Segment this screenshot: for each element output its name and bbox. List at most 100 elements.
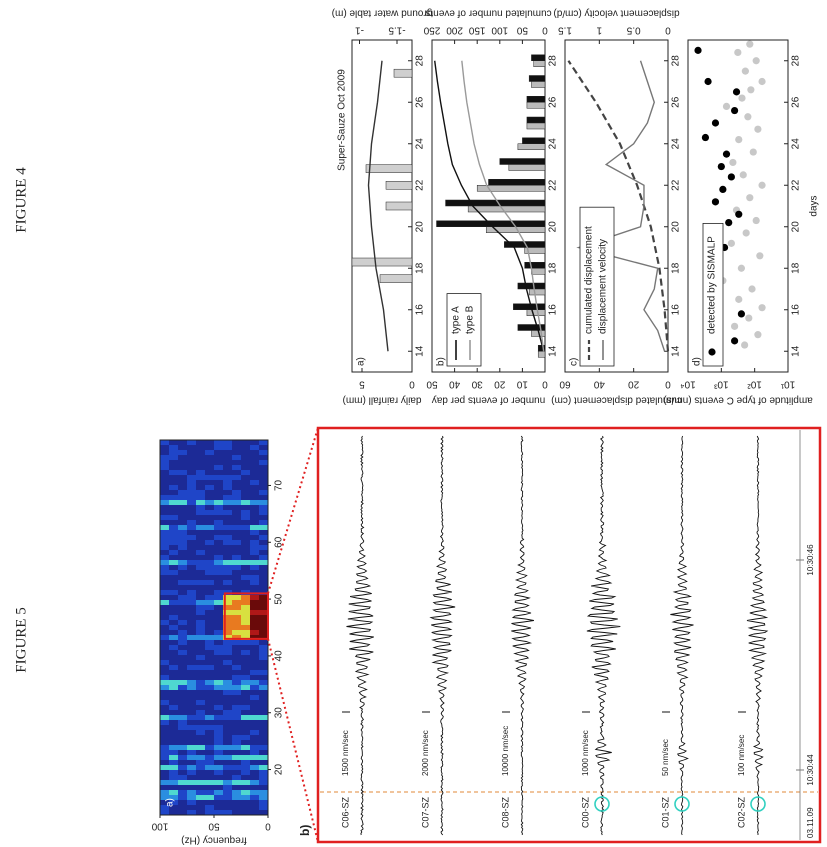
spectrogram-cell xyxy=(241,460,250,465)
spectrogram-cell xyxy=(169,570,178,575)
spectrogram-cell xyxy=(250,650,259,655)
bar xyxy=(526,116,546,124)
spectrogram-cell xyxy=(196,560,205,565)
spectrogram-cell xyxy=(250,710,259,715)
spectrogram-cell xyxy=(196,530,205,535)
zoom-line xyxy=(267,427,319,594)
spectrogram-cell xyxy=(259,500,268,505)
spectrogram-cell xyxy=(223,505,232,510)
spectrogram-cell xyxy=(250,560,259,565)
spectrogram-cell xyxy=(187,640,196,645)
spectrogram-cell xyxy=(187,605,196,610)
spectrogram-cell xyxy=(250,720,259,725)
spectrogram-cell xyxy=(232,470,241,475)
spectrogram-cell xyxy=(250,470,259,475)
spectrogram-cell xyxy=(196,810,205,815)
bar xyxy=(499,158,546,165)
spectrogram-cell xyxy=(196,620,205,625)
spectrogram-cell xyxy=(169,565,178,570)
spectrogram-cell xyxy=(205,620,214,625)
spectrogram-cell xyxy=(187,600,196,605)
scatter-point xyxy=(758,77,766,86)
spectrogram-cell xyxy=(187,445,196,450)
bar xyxy=(517,143,546,150)
spectrogram-cell xyxy=(205,670,214,675)
spectrogram-cell xyxy=(223,710,232,715)
spectrogram-cell xyxy=(241,770,250,775)
spectrogram-cell xyxy=(187,565,196,570)
y2-tick-label: 0 xyxy=(542,24,548,35)
spectrogram-cell xyxy=(223,690,232,695)
spectrogram-cell xyxy=(169,630,178,635)
spectrogram-cell xyxy=(187,620,196,625)
spectrogram-cell xyxy=(241,755,250,760)
spectrogram-cell xyxy=(178,680,187,685)
spectrogram-cell xyxy=(160,770,169,775)
spectrogram-cell xyxy=(196,440,205,445)
spectrogram-cell xyxy=(250,765,259,770)
spectrogram-cell xyxy=(232,690,241,695)
spectrogram-cell xyxy=(196,615,205,620)
spectrogram-cell xyxy=(205,775,214,780)
spectrogram-cell xyxy=(223,480,232,485)
plot-frame xyxy=(687,39,789,373)
spectrogram-cell xyxy=(232,795,241,800)
series-line xyxy=(367,60,389,352)
spectrogram-cell xyxy=(196,770,205,775)
spectrogram-cell xyxy=(160,490,169,495)
spectrogram-cell xyxy=(250,750,259,755)
spectrogram-cell xyxy=(232,595,241,600)
spectrogram-cell xyxy=(205,780,214,785)
spectrogram-cell xyxy=(214,690,223,695)
spectrogram-cell xyxy=(169,800,178,805)
spectrogram-cell xyxy=(241,790,250,795)
spectrogram-cell xyxy=(178,525,187,530)
spectrogram-cell xyxy=(169,490,178,495)
spectrogram-cell xyxy=(187,775,196,780)
y2-tick-label: 0.5 xyxy=(626,24,640,35)
spectrogram-cell xyxy=(241,550,250,555)
spectrogram-cell xyxy=(214,760,223,765)
spectrogram-cell xyxy=(205,590,214,595)
spectrogram-cell xyxy=(259,450,268,455)
spectrogram-cell xyxy=(178,465,187,470)
spectrogram-cell xyxy=(205,665,214,670)
spectrogram-cell xyxy=(232,555,241,560)
x-tick-label: 28 xyxy=(791,55,802,67)
spectrogram-cell xyxy=(250,565,259,570)
x-tick-label: 60 xyxy=(274,536,285,548)
x-tick-label: 18 xyxy=(671,262,682,274)
spectrogram-cell xyxy=(178,730,187,735)
spectrogram-cell xyxy=(169,690,178,695)
scatter-point xyxy=(730,337,739,345)
spectrogram-cell xyxy=(214,545,223,550)
spectrogram-cell xyxy=(178,700,187,705)
spectrogram-cell xyxy=(187,700,196,705)
spectrogram-cell xyxy=(196,630,205,635)
spectrogram-cell xyxy=(187,510,196,515)
spectrogram-cell xyxy=(259,460,268,465)
spectrogram-cell xyxy=(196,715,205,720)
x-tick-label: 40 xyxy=(274,650,285,662)
spectrogram-cell xyxy=(250,655,259,660)
y-tick-label: 50 xyxy=(208,820,220,831)
spectrogram-cell xyxy=(160,570,169,575)
spectrogram-cell xyxy=(169,640,178,645)
spectrogram-cell xyxy=(205,610,214,615)
scatter-point xyxy=(758,304,766,312)
spectrogram-cell xyxy=(232,800,241,805)
spectrogram-cell xyxy=(232,620,241,625)
spectrogram-cell xyxy=(160,580,169,585)
spectrogram-cell xyxy=(169,665,178,670)
spectrogram-cell xyxy=(187,450,196,455)
spectrogram-cell xyxy=(250,550,259,555)
bar xyxy=(351,257,413,267)
spectrogram-cell xyxy=(259,800,268,805)
spectrogram-cell xyxy=(232,570,241,575)
spectrogram-cell xyxy=(169,655,178,660)
spectrogram-cell xyxy=(250,575,259,580)
spectrogram-cell xyxy=(178,455,187,460)
scatter-point xyxy=(747,86,755,94)
spectrogram-cell xyxy=(223,680,232,685)
spectrogram-cell xyxy=(223,580,232,585)
